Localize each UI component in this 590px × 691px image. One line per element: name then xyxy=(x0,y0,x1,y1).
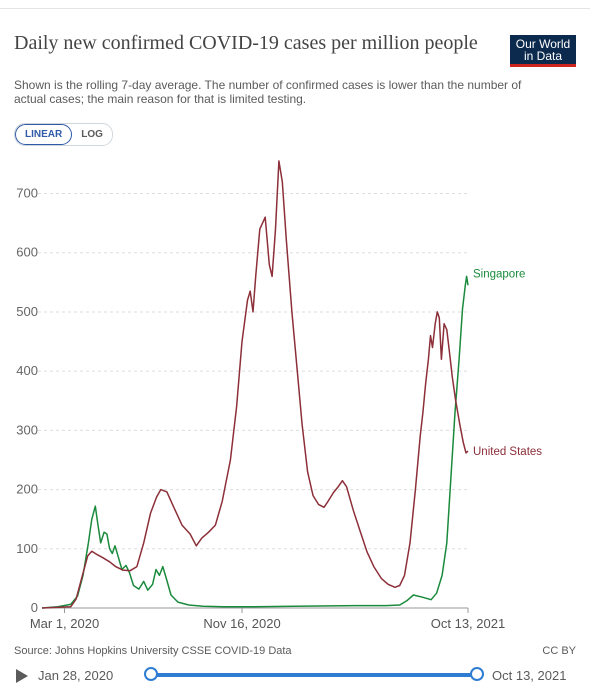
license-link[interactable]: CC BY xyxy=(542,645,576,657)
series-lines xyxy=(41,160,469,609)
series-line-united-states[interactable] xyxy=(41,160,469,609)
x-tick-label: Nov 16, 2020 xyxy=(203,616,280,631)
log-scale-button[interactable]: LOG xyxy=(72,124,112,145)
top-divider xyxy=(0,8,590,9)
logo-line-1: Our World xyxy=(515,37,571,51)
timeline-track[interactable] xyxy=(151,673,477,677)
timeline: Jan 28, 2020 Oct 13, 2021 xyxy=(0,662,590,688)
chart-title: Daily new confirmed COVID-19 cases per m… xyxy=(14,32,478,54)
logo-line-2: in Data xyxy=(523,49,563,63)
linear-scale-button[interactable]: LINEAR xyxy=(15,124,73,145)
timeline-start-handle[interactable] xyxy=(144,667,158,681)
x-tick-label: Mar 1, 2020 xyxy=(30,616,99,631)
y-tick-label: 100 xyxy=(16,541,38,556)
y-tick-label: 600 xyxy=(16,245,38,260)
y-tick-label: 0 xyxy=(31,600,38,615)
x-tick-label: Oct 13, 2021 xyxy=(431,616,505,631)
timeline-end-handle[interactable] xyxy=(470,667,484,681)
x-axis: Mar 1, 2020 Nov 16, 2020 Oct 13, 2021 xyxy=(30,607,505,631)
series-line-singapore[interactable] xyxy=(41,275,469,609)
series-labels: Singapore United States xyxy=(473,268,542,458)
series-label-singapore: Singapore xyxy=(473,268,525,280)
line-chart: 0 100 200 300 400 500 600 700 Mar 1, 2020 Nov 16… xyxy=(16,160,542,631)
owid-logo[interactable]: Our World in Data xyxy=(510,35,576,67)
y-tick-label: 500 xyxy=(16,304,38,319)
scale-toggle: LINEAR LOG xyxy=(14,123,113,146)
timeline-end-label: Oct 13, 2021 xyxy=(492,668,567,683)
series-label-united-states: United States xyxy=(473,446,542,458)
y-tick-label: 200 xyxy=(16,482,38,497)
source-note[interactable]: Source: Johns Hopkins University CSSE CO… xyxy=(14,645,292,657)
timeline-start-label: Jan 28, 2020 xyxy=(38,668,114,683)
y-tick-label: 700 xyxy=(16,186,38,201)
grid-lines xyxy=(38,193,468,550)
play-icon[interactable] xyxy=(16,669,28,683)
y-tick-label: 300 xyxy=(16,422,38,437)
y-axis-ticks: 0 100 200 300 400 500 600 700 xyxy=(16,186,38,615)
y-tick-label: 400 xyxy=(16,363,38,378)
chart-subtitle: Shown is the rolling 7-day average. The … xyxy=(14,78,522,106)
